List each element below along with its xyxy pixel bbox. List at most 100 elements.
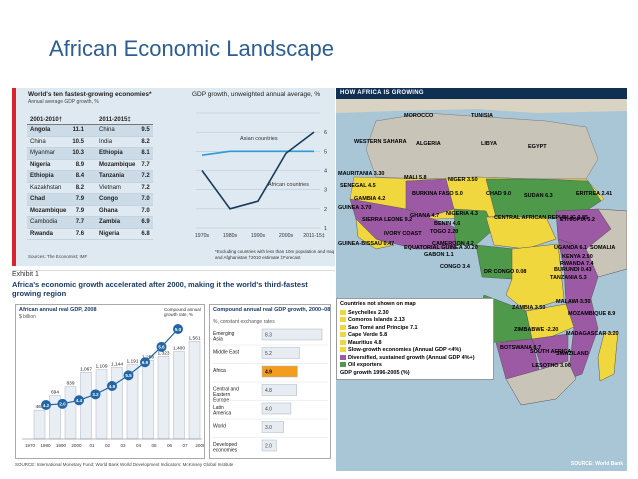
map-header: HOW AFRICA IS GROWING [336, 88, 627, 99]
country-cell: Chad [27, 193, 70, 206]
legend-swatch [340, 362, 346, 368]
map-country-label: CAMEROON 4.2 [432, 241, 474, 247]
legend-key: Slow-growth economies (Annual GDP <4%) [340, 347, 490, 355]
map-country-label: BURKINA FASO 5.0 [412, 191, 463, 197]
map-country-label: KENYA 2.90 [562, 254, 593, 260]
legend-swatch [340, 332, 346, 338]
y-tick-label: 5 [324, 149, 327, 155]
growth-rate-label: 6.9 [142, 360, 149, 365]
legend-key-label: Diversified, sustained growth (Annual GD… [348, 354, 475, 361]
growth-rate-label: 5.0 [175, 327, 182, 332]
x-tick-label: 1990s [251, 233, 266, 239]
map-country-label: CHAD 9.0 [486, 191, 512, 197]
country-cell: Ghana [96, 205, 139, 217]
map-country-label: NIGERIA 4.3 [446, 211, 478, 217]
growth-marker [90, 389, 101, 400]
fastest-growing-table: 2001-2010† 2011-2015‡ Angola 11.1 China 9.5… [27, 116, 153, 240]
map-country-label: MALAWI 3.30 [556, 299, 591, 305]
africa-map [336, 99, 627, 471]
y-tick-label: 1 [324, 226, 327, 232]
value-cell: 7.2 [138, 170, 153, 183]
exhibit-source: SOURCE: International Monetary Fund; Wor… [15, 462, 234, 467]
x-tick-label: 2000 [71, 443, 82, 448]
bar-value-label: 1,109 [95, 364, 107, 370]
y-tick-label: 6 [324, 130, 327, 136]
value-cell: 7.9 [69, 205, 97, 217]
growth-marker [123, 370, 134, 381]
exhibit-heading: Africa's economic growth accelerated aft… [12, 280, 308, 298]
legend-key: Diversified, sustained growth (Annual GD… [340, 355, 490, 363]
map-country-label: MADAGASCAR 3.20 [566, 331, 619, 337]
country-cell: Angola [27, 124, 70, 137]
legend-item: Comoros Islands 2.13 [340, 317, 490, 325]
country-cell: Vietnam [96, 182, 139, 194]
region-bar [261, 439, 277, 452]
region-value-label: 8.3 [265, 333, 272, 339]
x-tick-label: 01 [89, 443, 95, 448]
map-country-label: ERITREA 2.41 [576, 191, 613, 197]
table-source: Sources: The Economist; IMF [28, 254, 88, 259]
region-bar [261, 402, 292, 415]
map-country-label: SOMALIA [590, 245, 616, 251]
gdp-bar [64, 386, 77, 440]
gdp-bar [188, 341, 201, 440]
series-label: Asian countries [240, 136, 278, 142]
region-label: Africa [213, 368, 226, 374]
x-tick-label: 1980s [223, 233, 238, 239]
region-label: Middle East [213, 350, 240, 356]
map-country-label: GABON 1.1 [424, 252, 454, 258]
x-tick-label: 1990 [56, 443, 67, 448]
annual-gdp-box: African annual real GDP, 2008 $ billion … [15, 304, 205, 459]
map-country-label: EQUATORIAL GUINEA 30.20 [404, 245, 478, 251]
growth-rate-label: 5.6 [158, 345, 165, 350]
map-country-label: SENEGAL 4.5 [340, 183, 376, 189]
region-value-label: 4.8 [265, 388, 272, 394]
table-row: Mozambique 7.9 Ghana 7.0 [27, 205, 153, 217]
table-row: Cambodia 7.7 Zambia 6.9 [27, 216, 153, 229]
annual-gdp-title: African annual real GDP, 2008 [19, 307, 97, 313]
y-tick-label: 2 [324, 207, 327, 213]
regional-growth-box: Compound annual real GDP growth, 2000–08… [209, 304, 331, 459]
mckinsey-panel: Exhibit 1 Africa's economic growth accel… [12, 270, 335, 471]
map-country-label: ALGERIA [416, 141, 441, 147]
country-cell: Ethiopia [27, 170, 70, 183]
map-country-label: LIBYA [481, 141, 497, 147]
legend-item-label: Seychelles 2.30 [348, 309, 389, 316]
bar-value-label: 839 [66, 381, 74, 387]
bar-value-label: 1,067 [80, 366, 92, 372]
country-cell: Ethiopia [96, 147, 139, 160]
map-country-label: BOTSWANA 8.7 [500, 345, 542, 351]
region-label: World [213, 424, 226, 430]
table-row: Angola 11.1 China 9.5 [27, 124, 153, 137]
x-tick-label: 1970 [25, 443, 36, 448]
table-row: China 10.5 India 8.2 [27, 136, 153, 148]
gdp-bar [33, 409, 46, 440]
map-country-label: GUINEA-BISSAU 0.47 [338, 241, 395, 247]
value-cell: 10.5 [69, 136, 97, 148]
gdp-bar [80, 372, 92, 440]
map-country-label: GAMBIA 4.2 [354, 196, 386, 202]
legend-item: Sao Tomé and Principe 7.1 [340, 325, 490, 333]
growth-marker [41, 400, 51, 410]
value-cell: 6.9 [138, 216, 153, 229]
value-cell: 9.5 [138, 124, 153, 137]
region-value-label: 3.0 [265, 425, 272, 431]
country-cell: India [96, 136, 139, 148]
regional-growth-unit: %, constant exchange rates [213, 319, 275, 325]
map-country-label: TANZANIA 5.3 [550, 275, 587, 281]
legend-item-label: Comoros Islands 2.13 [348, 317, 405, 323]
country-cell: Mozambique [96, 159, 139, 171]
table-title: World's ten fastest-growing economies* [28, 91, 152, 98]
growth-marker [156, 341, 167, 352]
table-row: Nigeria 8.9 Mozambique 7.7 [27, 159, 153, 171]
value-cell: 7.6 [69, 228, 97, 240]
country-cell: Kazakhstan [27, 182, 70, 194]
map-country-label: TOGO 2.20 [430, 229, 459, 235]
country-cell: China [96, 124, 139, 137]
x-tick-label: 2008 [195, 443, 204, 448]
series-label: African countries [268, 182, 309, 188]
legend-footer: GDP growth 1996-2005 (%) [340, 369, 410, 376]
annual-gdp-unit: $ billion [19, 314, 36, 320]
growth-marker [173, 324, 183, 334]
